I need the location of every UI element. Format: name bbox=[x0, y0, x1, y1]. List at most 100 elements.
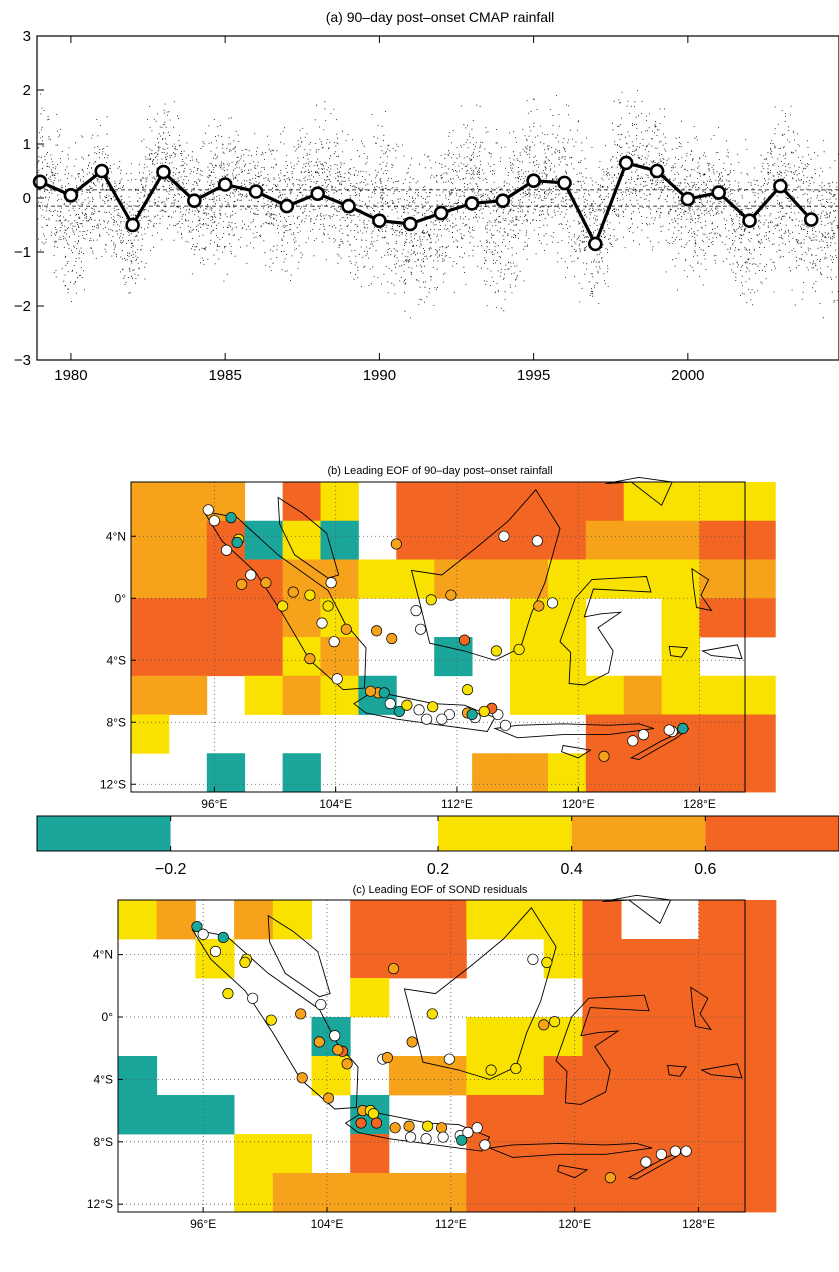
map-c-station-50 bbox=[669, 1145, 681, 1157]
map-b-cell bbox=[282, 675, 321, 715]
map-c-station-48 bbox=[640, 1156, 652, 1168]
map-b-station-32 bbox=[498, 530, 510, 542]
data-point-1980 bbox=[63, 188, 79, 203]
panel-a-series bbox=[32, 155, 819, 252]
map-c-cell bbox=[659, 978, 699, 1018]
map-c-station-37 bbox=[422, 1120, 434, 1132]
map-b-coast-buru bbox=[668, 645, 689, 658]
y-tick-label-1: −2 bbox=[14, 298, 31, 315]
map-c-station-25 bbox=[510, 1062, 522, 1075]
data-point-1990 bbox=[372, 213, 387, 228]
map-c-stations bbox=[191, 920, 692, 1184]
map-b-station-57 bbox=[663, 724, 675, 736]
map-c-cell bbox=[505, 1095, 545, 1135]
map-b-cell bbox=[168, 637, 208, 677]
map-c-cell bbox=[388, 1173, 429, 1213]
map-b-station-50 bbox=[478, 705, 490, 717]
map-b-cell bbox=[737, 482, 776, 522]
map-c-cell bbox=[582, 939, 622, 979]
map-c-station-16 bbox=[341, 1058, 353, 1070]
map-b-station-39 bbox=[413, 704, 425, 716]
map-c-coast-sulawesi bbox=[555, 994, 650, 1105]
map-c-coast-sumba bbox=[557, 1164, 589, 1179]
map-b-coast-sumba bbox=[561, 744, 592, 759]
data-point-1984 bbox=[187, 193, 202, 208]
map-b-station-51 bbox=[466, 708, 478, 721]
map-c-cell bbox=[621, 939, 661, 979]
map-c-xtick-label-112: 112°E bbox=[435, 1217, 467, 1231]
map-c-cell bbox=[621, 978, 661, 1018]
map-c-cell bbox=[737, 978, 777, 1018]
map-b-station-6 bbox=[245, 569, 257, 581]
map-b-cell bbox=[585, 675, 625, 715]
map-c-station-1 bbox=[197, 928, 209, 940]
data-point-1999 bbox=[649, 163, 665, 179]
map-c-station-2 bbox=[217, 931, 229, 943]
map-b-cell bbox=[396, 482, 435, 522]
map-b-station-24 bbox=[390, 538, 402, 550]
map-b-station-10 bbox=[287, 586, 299, 598]
map-b-cell bbox=[623, 559, 663, 599]
map-b-cell bbox=[320, 559, 359, 599]
map-b-ytick-label-2: 4°S bbox=[107, 653, 126, 667]
map-c-cell bbox=[698, 978, 738, 1018]
map-b-cell bbox=[661, 520, 700, 560]
map-c-coast-nusa bbox=[487, 1142, 653, 1158]
map-b-cell bbox=[661, 559, 700, 599]
colorbar: −0.2 0.2 0.4 0.6 bbox=[36, 815, 839, 878]
map-b-cell bbox=[244, 598, 284, 638]
map-b-coast-sulawesi bbox=[559, 576, 652, 686]
map-b-station-9 bbox=[277, 600, 289, 612]
map-b-cell bbox=[699, 482, 738, 522]
map-b-station-1 bbox=[208, 515, 220, 527]
map-c-cell bbox=[582, 1095, 622, 1135]
map-b-station-38 bbox=[401, 699, 413, 711]
map-c-station-14 bbox=[332, 1044, 344, 1056]
map-b-xtick-label-120: 120°E bbox=[562, 797, 595, 811]
map-b-station-22 bbox=[410, 605, 422, 617]
map-b-xtick-label-112: 112°E bbox=[441, 797, 473, 811]
map-c-station-19 bbox=[381, 1052, 393, 1064]
map-b-cells bbox=[131, 482, 776, 793]
map-c-cell bbox=[737, 1017, 777, 1057]
map-c-station-41 bbox=[437, 1131, 449, 1143]
data-point-1988 bbox=[310, 186, 326, 201]
map-b-station-19 bbox=[371, 625, 383, 637]
x-tick-label-2000: 2000 bbox=[671, 367, 704, 384]
map-b-frame bbox=[130, 481, 746, 793]
map-b-station-4 bbox=[231, 536, 243, 548]
map-b-cell bbox=[623, 482, 663, 522]
map-b-cell bbox=[623, 753, 663, 793]
map-c-cell bbox=[543, 1056, 583, 1096]
map-b-cell bbox=[206, 559, 246, 599]
map-b-ytick-label-3: 8°S bbox=[107, 715, 126, 729]
colorbar-tick-label-3: 0.6 bbox=[694, 861, 716, 878]
map-c-station-10 bbox=[315, 998, 327, 1011]
map-b-cell bbox=[282, 598, 321, 638]
map-c-cells bbox=[118, 900, 777, 1213]
map-b-cell bbox=[282, 520, 321, 560]
map-b-cell bbox=[358, 559, 397, 599]
map-c-frame bbox=[117, 899, 746, 1213]
map-b-cell bbox=[434, 482, 473, 522]
map-b-station-13 bbox=[322, 600, 334, 612]
y-tick-label-3: 0 bbox=[23, 190, 31, 207]
map-b-cell bbox=[661, 482, 700, 522]
map-c-station-46 bbox=[479, 1139, 491, 1151]
map-b-cell bbox=[282, 637, 321, 677]
map-b-station-7 bbox=[236, 578, 248, 590]
map-b-xtick-label-104: 104°E bbox=[319, 797, 352, 811]
map-c-station-32 bbox=[367, 1108, 379, 1120]
map-c-cell bbox=[466, 1017, 506, 1057]
panel-a-axes: 1980 1985 1990 1995 2000 −3 −2 −1 0 1 2 3 bbox=[14, 28, 839, 384]
map-c-station-9 bbox=[295, 1008, 307, 1020]
map-b-cell bbox=[737, 753, 776, 793]
map-b-cell bbox=[623, 675, 663, 715]
colorbar-tick-label-0: −0.2 bbox=[155, 861, 187, 878]
map-c-cell bbox=[388, 900, 429, 940]
map-b-cell bbox=[206, 637, 246, 677]
map-b-station-21 bbox=[425, 594, 437, 606]
map-b-cell bbox=[547, 482, 587, 522]
map-c-coast-halmahera bbox=[690, 986, 712, 1031]
map-c-station-8 bbox=[265, 1014, 277, 1026]
